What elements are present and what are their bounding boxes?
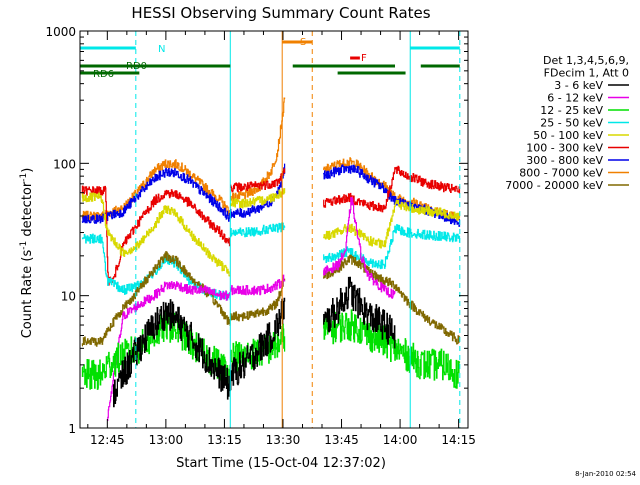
x-tick-label-6: 14:15	[441, 433, 476, 447]
y-axis-label-main: Count Rate (s	[20, 250, 35, 339]
x-tick-label-4: 13:45	[324, 433, 359, 447]
plot-frame	[79, 30, 469, 429]
series-line-100-300kev-2	[323, 165, 461, 213]
x-tick-label-2: 13:15	[207, 433, 242, 447]
flag-label-n: N	[158, 44, 165, 55]
legend-entry-label-8: 7000 - 20000 keV	[505, 179, 603, 192]
series-line-6-12kev-2	[323, 196, 396, 299]
legend-entry-label-2: 12 - 25 keV	[540, 104, 603, 117]
series-100-300kev	[81, 165, 461, 286]
legend-entry-label-7: 800 - 7000 keV	[519, 167, 603, 180]
legend-entry-label-3: 25 - 50 keV	[540, 117, 603, 130]
flag-label-f: F	[361, 53, 367, 64]
svg-text:Count Rate (s-1 detector-1): Count Rate (s-1 detector-1)	[19, 168, 35, 339]
y-tick-label-2: 100	[53, 157, 76, 171]
chart-title: HESSI Observing Summary Count Rates	[131, 4, 430, 22]
series-layer	[81, 97, 461, 421]
series-line-50-100kev-0	[81, 192, 231, 277]
y-axis-label-sup1: -1	[19, 241, 29, 250]
series-3-6kev	[113, 276, 396, 408]
series-line-7000-20000kev-1	[230, 278, 286, 322]
x-axis-label: Start Time (15-Oct-04 12:37:02)	[176, 456, 386, 471]
series-line-3-6kev-0	[113, 299, 231, 408]
series-line-3-6kev-2	[323, 276, 396, 349]
legend-entry-label-4: 50 - 100 keV	[533, 129, 603, 142]
legend: Det 1,3,4,5,6,9,FDecim 1, Att 03 - 6 keV…	[505, 54, 629, 192]
legend-header-1: FDecim 1, Att 0	[544, 67, 629, 80]
footer-date: 8-Jan-2010 02:54	[575, 470, 636, 478]
flag-label-rd0: RD0	[126, 61, 147, 72]
series-50-100kev	[81, 188, 461, 277]
y-axis-label-end: )	[20, 168, 35, 173]
series-line-25-50kev-2	[323, 224, 461, 270]
y-tick-label-3: 1000	[45, 25, 76, 39]
series-line-50-100kev-2	[323, 199, 461, 249]
legend-header-0: Det 1,3,4,5,6,9,	[543, 54, 629, 67]
series-line-6-12kev-1	[230, 274, 286, 296]
legend-entry-label-0: 3 - 6 keV	[554, 79, 603, 92]
y-axis: 1 10 100 1000	[45, 25, 468, 436]
y-tick-label-1: 10	[61, 290, 76, 304]
flag-label-rd6: RD6	[93, 69, 114, 80]
series-6-12kev	[107, 196, 396, 421]
y-tick-label-0: 1	[68, 422, 76, 436]
legend-entry-label-1: 6 - 12 keV	[547, 92, 603, 105]
legend-entry-label-5: 100 - 300 keV	[526, 142, 603, 155]
series-line-100-300kev-1	[230, 168, 286, 193]
series-7000-20000kev	[81, 251, 461, 347]
series-line-6-12kev-0	[107, 281, 231, 421]
x-tick-label-0: 12:45	[90, 433, 125, 447]
y-axis-label-sup2: -1	[19, 173, 29, 182]
series-line-25-50kev-1	[230, 222, 286, 238]
x-axis: 12:45 13:00 13:15 13:30 13:45 14:00 14:15	[87, 31, 476, 447]
flag-label-s: S	[300, 37, 306, 48]
series-line-100-300kev-0	[81, 185, 231, 286]
x-tick-label-3: 13:30	[266, 433, 301, 447]
series-line-12-25kev-1	[230, 323, 286, 373]
x-tick-label-5: 14:00	[383, 433, 418, 447]
series-line-3-6kev-1	[230, 297, 286, 391]
y-axis-label: Count Rate (s-1 detector-1)	[19, 168, 35, 339]
x-tick-label-1: 13:00	[149, 433, 184, 447]
flag-bars: N S F RD0 RD6	[80, 37, 460, 80]
series-line-800-7000kev-1	[230, 97, 286, 203]
series-line-50-100kev-1	[230, 188, 286, 209]
legend-entry-label-6: 300 - 800 keV	[526, 154, 603, 167]
y-axis-label-mid: detector	[20, 181, 35, 241]
series-line-7000-20000kev-2	[323, 254, 461, 345]
